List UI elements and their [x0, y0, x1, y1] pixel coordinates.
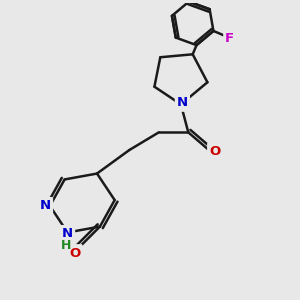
- Text: N: N: [40, 200, 51, 212]
- Text: O: O: [69, 247, 80, 260]
- Text: O: O: [209, 145, 220, 158]
- Text: O: O: [69, 246, 81, 261]
- Text: F: F: [225, 31, 235, 46]
- Text: N: N: [61, 226, 74, 242]
- Text: N: N: [177, 96, 188, 110]
- Text: F: F: [225, 32, 234, 45]
- Text: H: H: [61, 239, 71, 252]
- Text: N: N: [176, 95, 189, 110]
- Text: O: O: [208, 144, 221, 159]
- Text: N: N: [39, 198, 52, 213]
- Text: N: N: [62, 227, 73, 240]
